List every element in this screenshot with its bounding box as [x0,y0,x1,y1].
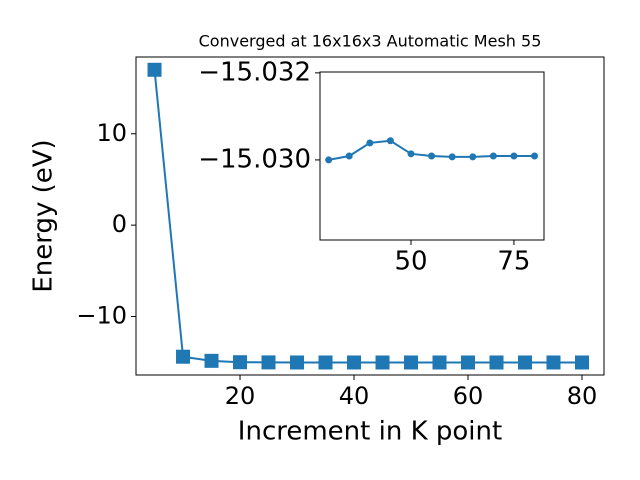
inset-marker [510,152,518,160]
inset-marker [489,152,497,160]
marker [461,355,476,370]
y-tick-label: −10 [76,302,127,330]
marker [489,355,504,370]
inset-marker [531,152,539,160]
marker [176,349,191,364]
y-tick-label: 0 [112,210,127,238]
inset-marker [428,152,436,160]
inset-y-tick-label: −15.032 [198,57,311,87]
chart-title: Converged at 16x16x3 Automatic Mesh 55 [199,32,542,51]
inset-marker [345,152,353,160]
marker [204,353,219,368]
marker [404,355,419,370]
marker [375,355,390,370]
series-line [153,69,582,364]
marker [261,355,276,370]
inset-marker [469,153,477,161]
marker [233,355,248,370]
x-tick-label: 40 [339,382,370,410]
marker [347,355,362,370]
marker [432,355,447,370]
inset-marker [386,137,394,145]
x-axis-label: Increment in K point [238,417,502,447]
y-axis-label: Energy (eV) [29,139,59,292]
inset-marker [407,150,415,158]
marker [318,355,333,370]
marker [574,355,589,370]
inset-y-tick-label: −15.030 [198,144,311,174]
marker [518,355,533,370]
x-tick-label: 80 [567,382,598,410]
inset-x-tick-label: 50 [394,247,427,277]
inset-marker [325,156,333,164]
marker [147,62,162,77]
x-tick-label: 60 [453,382,484,410]
marker [546,355,561,370]
inset-marker [366,139,374,147]
marker [290,355,305,370]
inset-marker [448,153,456,161]
inset-x-tick-label: 75 [497,247,530,277]
x-tick-label: 20 [225,382,256,410]
y-tick-label: 10 [96,119,127,147]
